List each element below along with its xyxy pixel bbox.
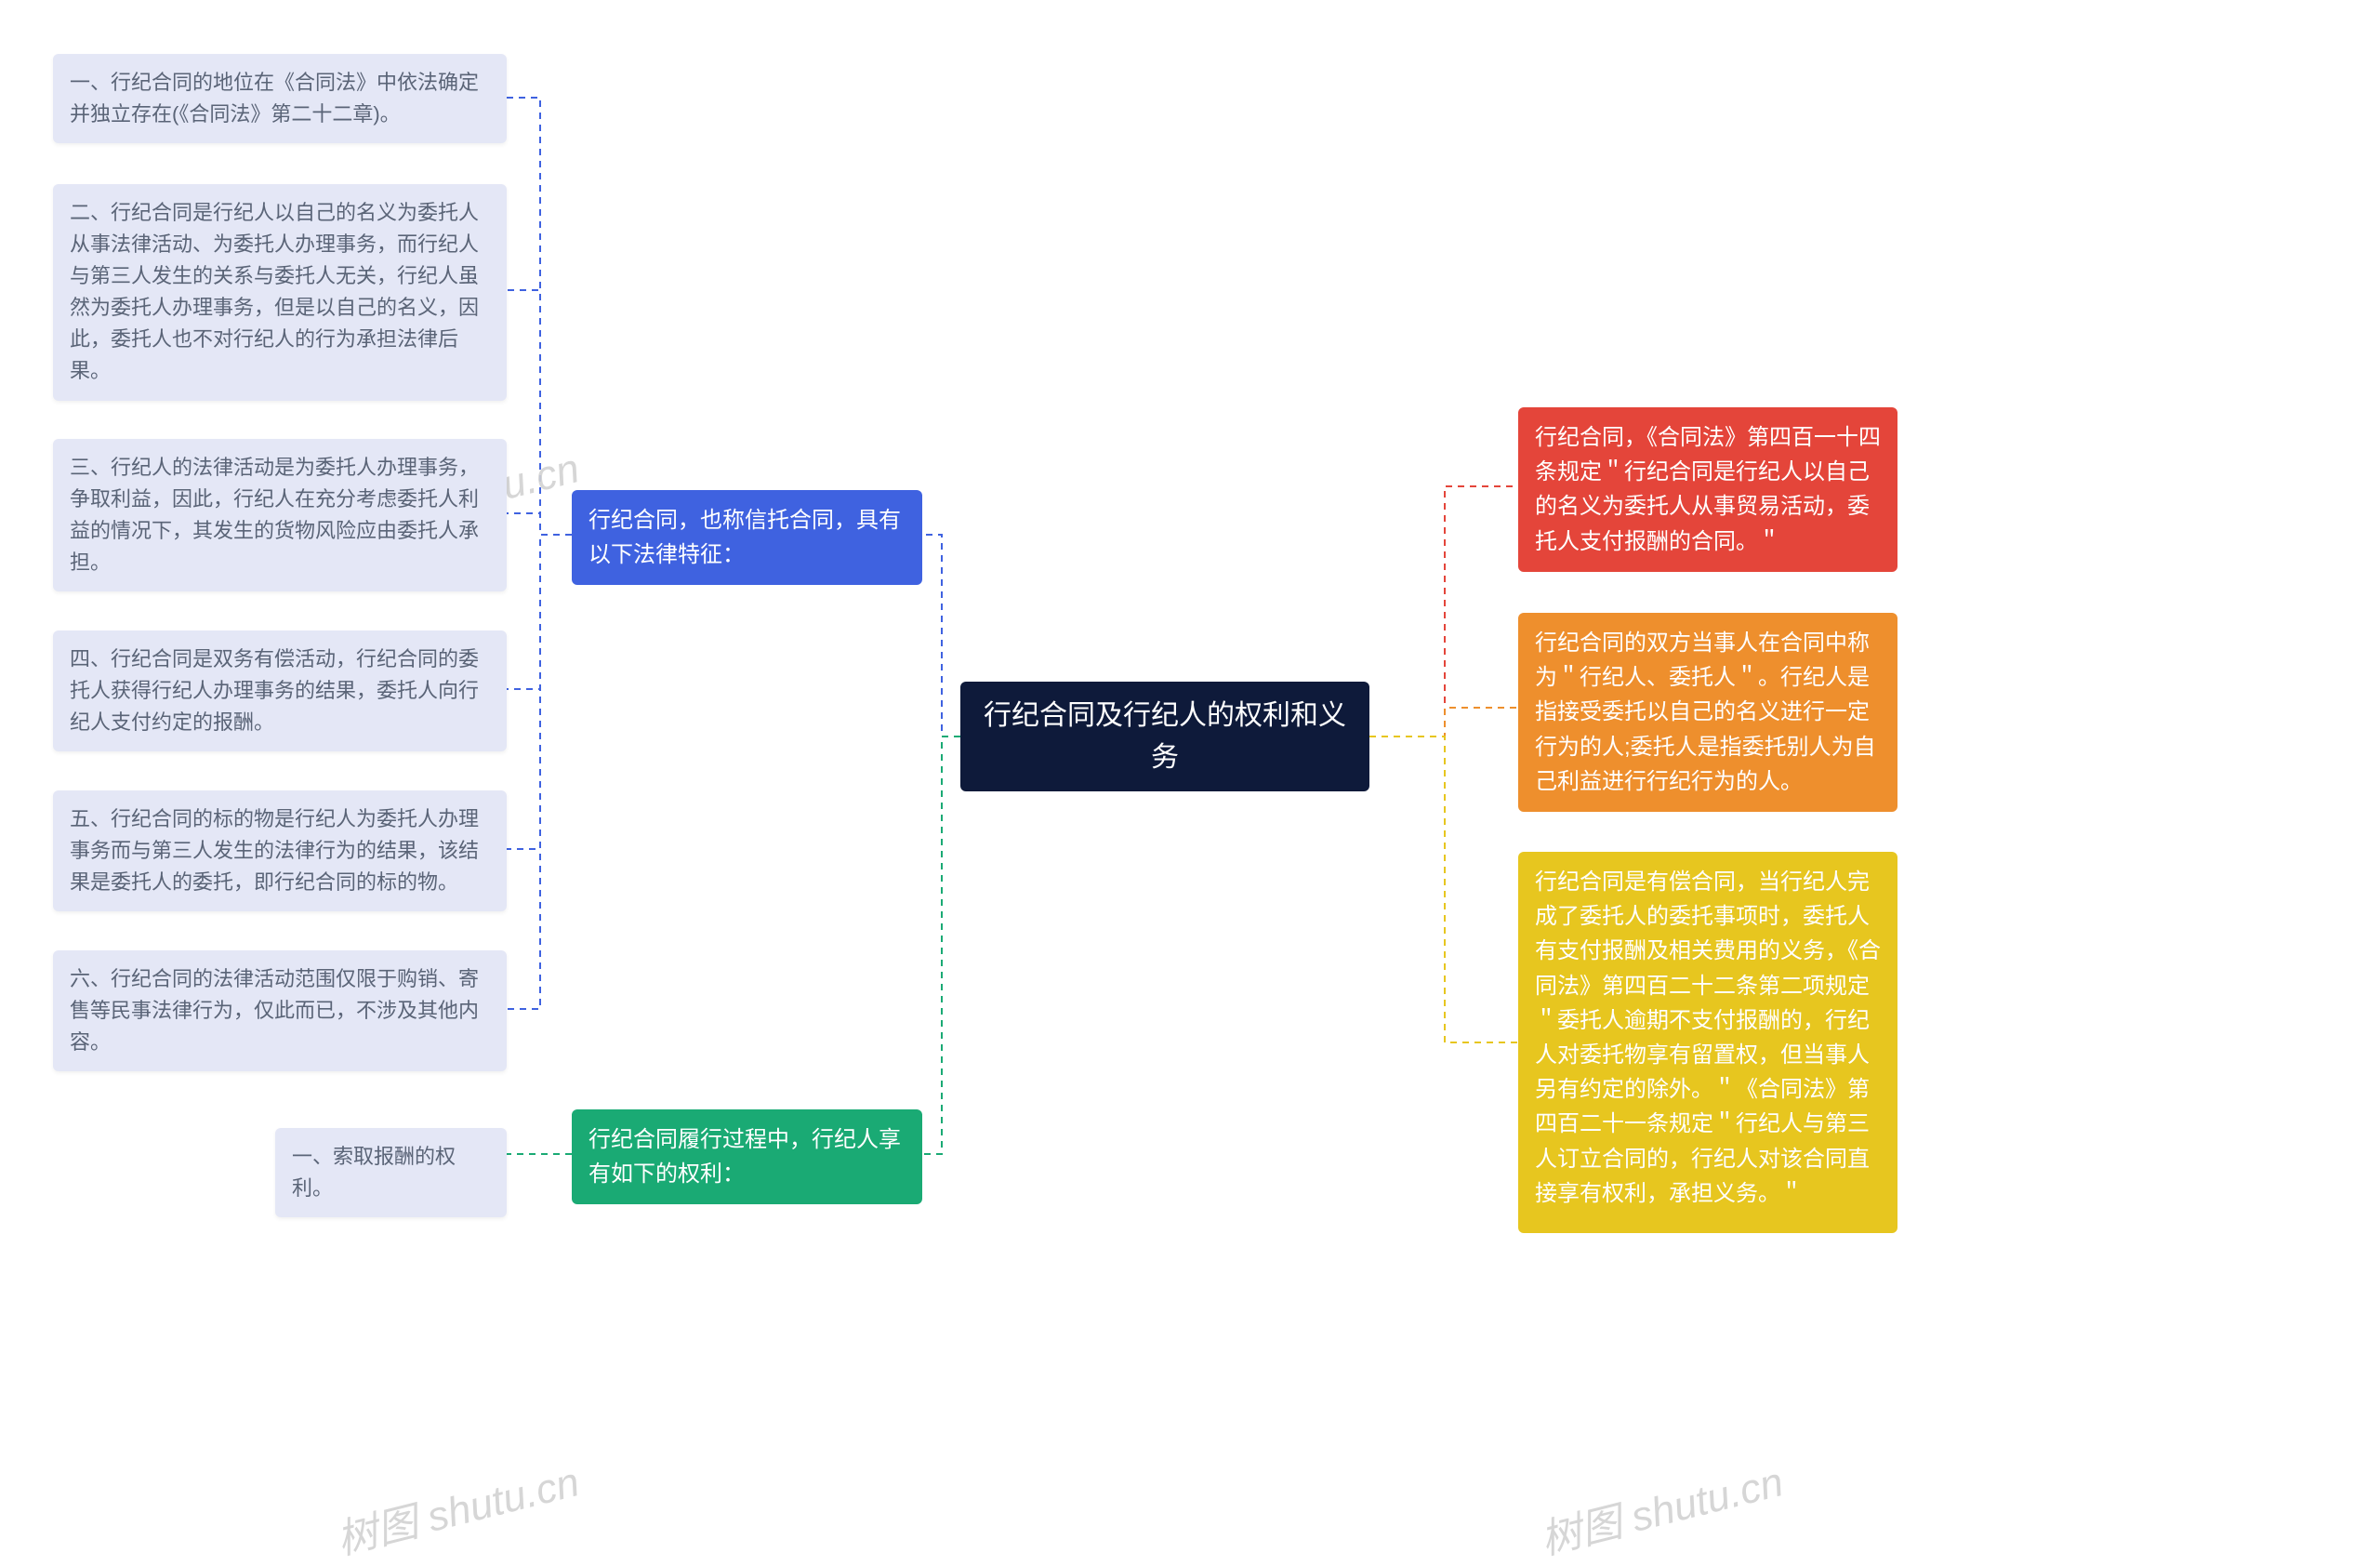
left-branch-0-leaf-3[interactable]: 四、行纪合同是双务有偿活动，行纪合同的委托人获得行纪人办理事务的结果，委托人向行… — [53, 630, 507, 751]
left-branch-1[interactable]: 行纪合同履行过程中，行纪人享有如下的权利： — [572, 1109, 922, 1204]
left-branch-0-leaf-1[interactable]: 二、行纪合同是行纪人以自己的名义为委托人从事法律活动、为委托人办理事务，而行纪人… — [53, 184, 507, 401]
left-branch-1-leaf-0[interactable]: 一、索取报酬的权利。 — [275, 1128, 507, 1217]
mindmap-canvas: 树图 shutu.cn 树图 shutu.cn 树图 shutu.cn 树图 s… — [0, 0, 2380, 1528]
watermark: 树图 shutu.cn — [1534, 1448, 1789, 1566]
left-branch-0-leaf-5[interactable]: 六、行纪合同的法律活动范围仅限于购销、寄售等民事法律行为，仅此而已，不涉及其他内… — [53, 950, 507, 1071]
right-branch-2[interactable]: 行纪合同是有偿合同，当行纪人完成了委托人的委托事项时，委托人有支付报酬及相关费用… — [1518, 852, 1897, 1233]
right-branch-0[interactable]: 行纪合同，《合同法》第四百一十四条规定＂行纪合同是行纪人以自己的名义为委托人从事… — [1518, 407, 1897, 572]
left-branch-0-leaf-4[interactable]: 五、行纪合同的标的物是行纪人为委托人办理事务而与第三人发生的法律行为的结果，该结… — [53, 790, 507, 911]
left-branch-0-leaf-2[interactable]: 三、行纪人的法律活动是为委托人办理事务，争取利益，因此，行纪人在充分考虑委托人利… — [53, 439, 507, 591]
root-node[interactable]: 行纪合同及行纪人的权利和义务 — [960, 682, 1369, 791]
watermark: 树图 shutu.cn — [330, 1448, 585, 1566]
right-branch-1[interactable]: 行纪合同的双方当事人在合同中称为＂行纪人、委托人＂。行纪人是指接受委托以自己的名… — [1518, 613, 1897, 812]
left-branch-0-leaf-0[interactable]: 一、行纪合同的地位在《合同法》中依法确定并独立存在(《合同法》第二十二章)。 — [53, 54, 507, 143]
left-branch-0[interactable]: 行纪合同，也称信托合同，具有以下法律特征： — [572, 490, 922, 585]
